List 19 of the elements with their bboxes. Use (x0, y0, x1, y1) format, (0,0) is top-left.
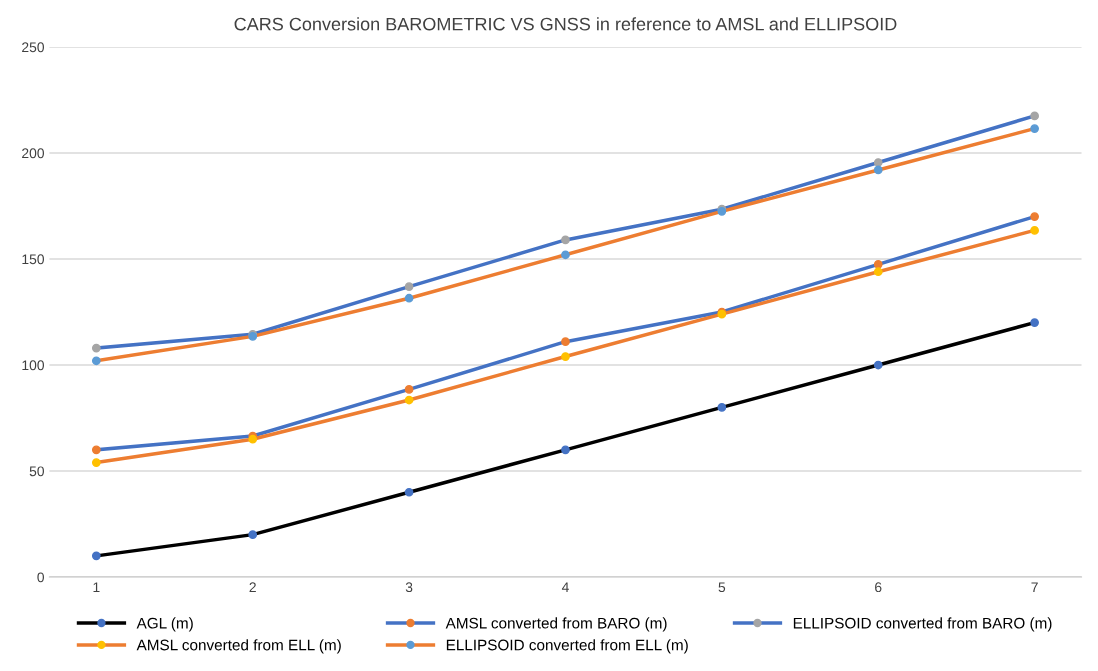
y-tick-label: 100 (22, 360, 45, 371)
x-tick-label: 5 (718, 582, 726, 593)
legend-label: ELLIPSOID converted from ELL (m) (446, 639, 688, 654)
y-tick-label: 50 (29, 466, 45, 477)
chart-title: CARS Conversion BAROMETRIC VS GNSS in reference to AMSL and ELLIPSOID (234, 17, 897, 31)
y-tick-label: 250 (22, 42, 45, 53)
y-tick-label: 150 (22, 254, 45, 265)
x-tick-label: 1 (93, 582, 100, 592)
x-tick-label: 6 (875, 582, 882, 593)
y-tick-label: 200 (22, 148, 45, 159)
legend-label: AMSL converted from BARO (m) (445, 617, 667, 632)
legend-label: AMSL converted from ELL (m) (136, 639, 341, 654)
y-tick-label: 0 (37, 572, 45, 583)
x-tick-label: 2 (249, 582, 256, 592)
x-tick-label: 4 (561, 582, 569, 592)
x-tick-label: 7 (1031, 582, 1038, 592)
x-tick-label: 3 (405, 582, 413, 593)
legend-label: ELLIPSOID converted from BARO (m) (793, 617, 1052, 632)
legend-label: AGL (m) (136, 617, 193, 632)
